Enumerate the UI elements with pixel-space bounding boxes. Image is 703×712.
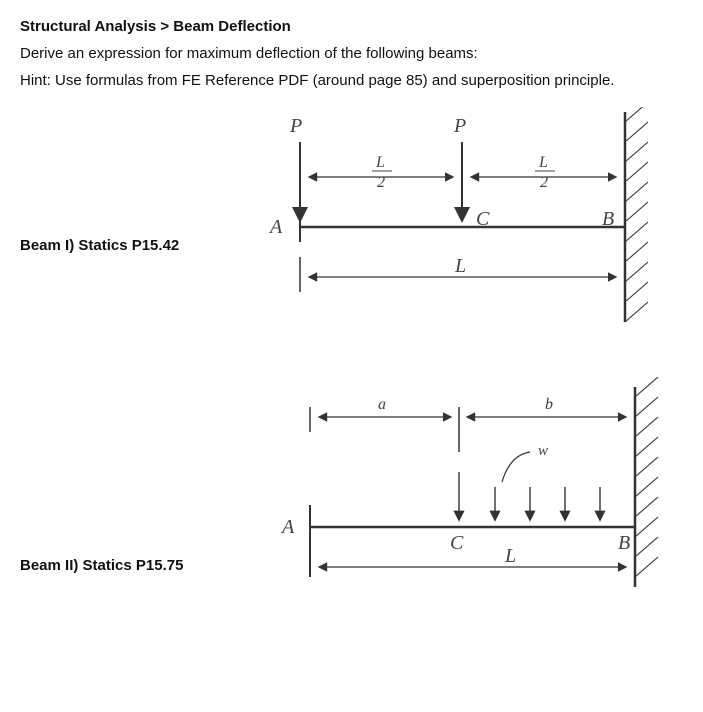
intro-line-1: Derive an expression for maximum deflect…	[20, 45, 683, 62]
beam2-A: A	[280, 516, 295, 538]
beam1-lhalf-den-b: 2	[540, 174, 548, 191]
beam1-lhalf-num-b: L	[538, 154, 548, 171]
beam1-C: C	[476, 208, 490, 230]
beam2-a: a	[378, 396, 386, 413]
breadcrumb: Structural Analysis > Beam Deflection	[20, 18, 683, 35]
beam1-A: A	[268, 216, 283, 238]
beam-1-row: Beam I) Statics P15.42	[20, 107, 683, 337]
beam-2-label: Beam II) Statics P15.75	[20, 557, 183, 574]
beam2-B: B	[618, 532, 630, 554]
beam2-w: w	[538, 443, 548, 459]
beam1-B: B	[602, 208, 614, 230]
beam-1-diagram: P P L 2 L 2 A C B L	[230, 107, 680, 337]
beam2-C: C	[450, 532, 464, 554]
intro-line-2: Hint: Use formulas from FE Reference PDF…	[20, 72, 683, 89]
breadcrumb-category: Structural Analysis	[20, 18, 156, 35]
beam1-P2: P	[453, 115, 466, 137]
beam1-L: L	[454, 255, 466, 277]
beam-2-diagram: a b w A C B L	[230, 377, 680, 597]
beam2-b: b	[545, 396, 553, 413]
breadcrumb-sep: >	[160, 18, 169, 35]
beam-2-row: Beam II) Statics P15.75	[20, 377, 683, 597]
beam-1-label: Beam I) Statics P15.42	[20, 237, 179, 254]
beam1-lhalf-den-a: 2	[377, 174, 385, 191]
beam1-P1: P	[289, 115, 302, 137]
breadcrumb-topic: Beam Deflection	[173, 18, 291, 35]
beam1-lhalf-num-a: L	[375, 154, 385, 171]
beam2-L: L	[504, 545, 516, 567]
